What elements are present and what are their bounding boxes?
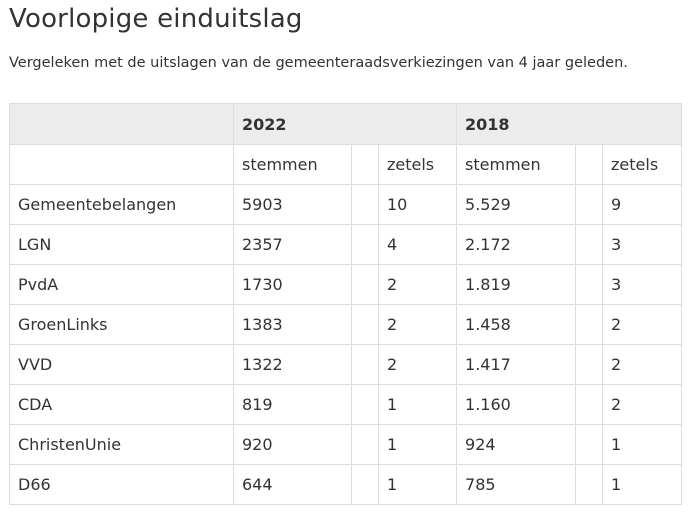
seats-2022-cell: 10 [377, 184, 458, 225]
party-cell: GroenLinks [9, 304, 234, 345]
seats-2018-cell: 1 [602, 424, 683, 465]
votes-2022-cell: 819 [233, 384, 352, 425]
votes-2018-cell: 785 [456, 464, 577, 505]
seats-2022-cell: 1 [377, 464, 458, 505]
gap-cell [351, 384, 379, 425]
party-cell: Gemeentebelangen [9, 184, 234, 225]
seats-2018-cell: 2 [602, 304, 683, 345]
votes-2018-cell: 1.160 [456, 384, 577, 425]
subheader-gap-2022 [351, 144, 379, 185]
party-cell: VVD [9, 344, 234, 385]
party-cell: LGN [9, 224, 234, 265]
party-cell: CDA [9, 384, 234, 425]
results-table: 2022 2018 stemmen zetels stemmen zetels … [9, 103, 683, 505]
gap-cell [351, 304, 379, 345]
gap-cell [575, 264, 604, 305]
votes-2022-cell: 2357 [233, 224, 352, 265]
page-title: Voorlopige einduitslag [9, 4, 303, 34]
gap-cell [575, 424, 604, 465]
gap-cell [351, 464, 379, 505]
gap-cell [575, 384, 604, 425]
votes-2018-cell: 5.529 [456, 184, 577, 225]
seats-2018-cell: 3 [602, 264, 683, 305]
gap-cell [575, 184, 604, 225]
year-header-row: 2022 2018 [9, 103, 683, 145]
table-row: CDA 819 1 1.160 2 [9, 384, 683, 425]
votes-2018-cell: 924 [456, 424, 577, 465]
table-row: D66 644 1 785 1 [9, 464, 683, 505]
seats-2018-cell: 1 [602, 464, 683, 505]
gap-cell [351, 184, 379, 225]
votes-2022-cell: 1383 [233, 304, 352, 345]
subheader-seats-2018: zetels [602, 144, 683, 185]
seats-2022-cell: 2 [377, 304, 458, 345]
votes-2022-cell: 920 [233, 424, 352, 465]
gap-cell [351, 424, 379, 465]
subheader-row: stemmen zetels stemmen zetels [9, 144, 683, 185]
party-cell: PvdA [9, 264, 234, 305]
seats-2018-cell: 2 [602, 344, 683, 385]
votes-2018-cell: 1.417 [456, 344, 577, 385]
gap-cell [575, 304, 604, 345]
subheader-seats-2022: zetels [377, 144, 458, 185]
subheader-votes-2018: stemmen [456, 144, 577, 185]
table-row: VVD 1322 2 1.417 2 [9, 344, 683, 385]
gap-cell [575, 224, 604, 265]
page-intro: Vergeleken met de uitslagen van de gemee… [9, 55, 628, 71]
gap-cell [351, 264, 379, 305]
party-cell: D66 [9, 464, 234, 505]
table-row: PvdA 1730 2 1.819 3 [9, 264, 683, 305]
votes-2018-cell: 1.819 [456, 264, 577, 305]
subheader-cell-empty [9, 144, 234, 185]
table-row: Gemeentebelangen 5903 10 5.529 9 [9, 184, 683, 225]
votes-2018-cell: 1.458 [456, 304, 577, 345]
party-cell: ChristenUnie [9, 424, 234, 465]
header-cell-empty [9, 103, 234, 145]
year-header-2022: 2022 [232, 103, 458, 145]
table-row: GroenLinks 1383 2 1.458 2 [9, 304, 683, 345]
subheader-gap-2018 [575, 144, 604, 185]
votes-2022-cell: 1322 [233, 344, 352, 385]
gap-cell [575, 344, 604, 385]
seats-2018-cell: 9 [602, 184, 683, 225]
seats-2022-cell: 2 [377, 344, 458, 385]
table-row: LGN 2357 4 2.172 3 [9, 224, 683, 265]
votes-2022-cell: 5903 [233, 184, 352, 225]
seats-2022-cell: 4 [377, 224, 458, 265]
gap-cell [351, 344, 379, 385]
votes-2022-cell: 1730 [233, 264, 352, 305]
gap-cell [575, 464, 604, 505]
votes-2018-cell: 2.172 [456, 224, 577, 265]
seats-2018-cell: 2 [602, 384, 683, 425]
seats-2022-cell: 1 [377, 384, 458, 425]
seats-2018-cell: 3 [602, 224, 683, 265]
gap-cell [351, 224, 379, 265]
year-header-2018: 2018 [456, 103, 683, 145]
subheader-votes-2022: stemmen [233, 144, 352, 185]
seats-2022-cell: 1 [377, 424, 458, 465]
seats-2022-cell: 2 [377, 264, 458, 305]
table-row: ChristenUnie 920 1 924 1 [9, 424, 683, 465]
votes-2022-cell: 644 [233, 464, 352, 505]
